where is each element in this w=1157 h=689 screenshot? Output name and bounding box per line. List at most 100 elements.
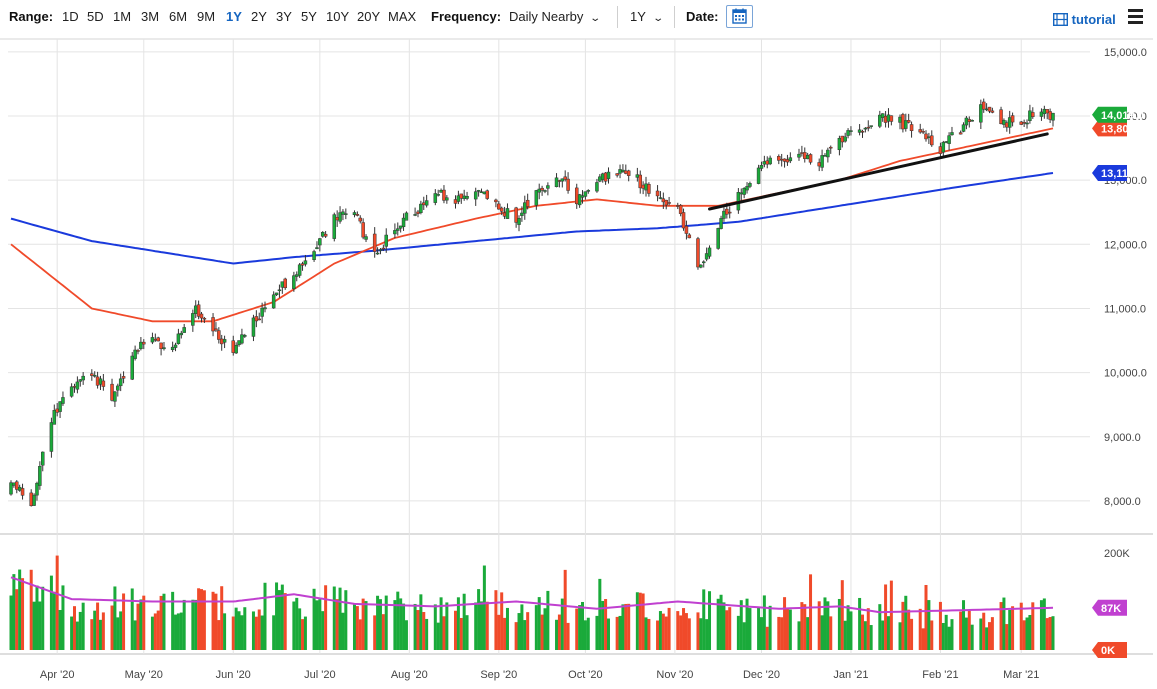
range-5y-button[interactable]: 5Y: [301, 9, 317, 24]
candle-body: [170, 346, 175, 351]
range-10y-button[interactable]: 10Y: [326, 9, 350, 24]
volume-bar: [130, 588, 134, 650]
volume-bar: [214, 593, 218, 650]
volume-bar: [58, 609, 62, 650]
candle-body: [277, 289, 282, 292]
candle-body: [320, 231, 325, 237]
candle-body: [217, 330, 221, 340]
candle-body: [727, 211, 732, 214]
volume-bar: [809, 574, 813, 650]
candle-body: [159, 342, 163, 350]
x-tick-label: Aug '20: [391, 669, 428, 681]
volume-bar: [566, 622, 570, 650]
volume-bar: [742, 622, 746, 650]
range-20y-button[interactable]: 20Y: [357, 9, 381, 24]
candle-body: [1010, 115, 1015, 123]
volume-bar: [826, 601, 830, 650]
volume-bar: [378, 599, 382, 650]
candle-body: [176, 333, 181, 344]
frequency-select[interactable]: Daily Nearby ⌄: [509, 9, 601, 27]
candle-body: [162, 347, 166, 350]
range-1d-button[interactable]: 1D: [62, 9, 79, 24]
volume-bar: [800, 602, 804, 650]
candle-body: [840, 135, 845, 143]
volume-bar: [75, 621, 79, 650]
volume-bar: [1039, 600, 1043, 650]
candle-body: [938, 146, 943, 154]
tutorial-link[interactable]: tutorial: [1053, 11, 1116, 27]
volume-bar: [321, 611, 325, 650]
volume-bar: [1028, 614, 1032, 650]
volume-bar: [817, 601, 821, 650]
range-9m-button[interactable]: 9M: [197, 9, 216, 24]
candle-body: [263, 307, 267, 310]
date-picker-button[interactable]: [726, 5, 753, 28]
volume-bar: [275, 582, 279, 650]
candle-body: [485, 190, 490, 199]
candle-body: [95, 376, 100, 386]
range-1m-button[interactable]: 1M: [113, 9, 132, 24]
volume-bar: [624, 603, 628, 650]
candle-body: [237, 340, 241, 346]
range-3m-button[interactable]: 3M: [141, 9, 160, 24]
candle-body: [618, 169, 622, 174]
volume-bar: [494, 590, 498, 650]
volume-bar: [32, 601, 36, 650]
volume-bar: [886, 616, 890, 650]
short-ma-line: [10, 127, 1054, 323]
volume-bar: [399, 598, 403, 650]
range-1y-button[interactable]: 1Y: [226, 9, 242, 24]
candle-body: [638, 174, 642, 189]
candle-body: [173, 344, 178, 348]
volume-bar: [901, 601, 905, 650]
candle-body: [979, 104, 983, 123]
candle-body: [139, 341, 143, 350]
period-select[interactable]: 1Y ⌄: [630, 9, 664, 27]
candle-body: [442, 189, 446, 201]
candle-body: [785, 159, 790, 163]
volume-bar: [257, 609, 261, 650]
candle-body: [742, 188, 746, 195]
candle-body: [35, 482, 39, 496]
candle-body: [647, 184, 651, 194]
menu-icon[interactable]: [1128, 9, 1143, 24]
volume-bar: [234, 607, 238, 650]
candle-body: [323, 233, 328, 237]
candle-body: [880, 113, 885, 118]
range-2y-button[interactable]: 2Y: [251, 9, 267, 24]
x-tick-label: May '20: [125, 669, 163, 681]
volume-bar: [543, 608, 547, 650]
candle-body: [1048, 111, 1052, 120]
candle-body: [332, 214, 337, 239]
range-max-button[interactable]: MAX: [388, 9, 417, 24]
volume-bar: [918, 608, 922, 650]
volume-bar: [49, 575, 53, 650]
candle-body: [404, 212, 409, 221]
range-6m-button[interactable]: 6M: [169, 9, 188, 24]
candle-body: [381, 247, 386, 250]
candle-body: [681, 212, 686, 229]
volume-zero-badge: 0K: [1092, 642, 1127, 658]
candle-body: [722, 210, 726, 219]
volume-bar: [615, 616, 619, 650]
candle-body: [635, 174, 640, 178]
candle-body: [563, 176, 567, 180]
candle-body: [20, 488, 25, 496]
volume-bar: [116, 617, 120, 650]
candle-body: [156, 337, 160, 342]
candle-body: [191, 313, 195, 326]
volume-bar: [517, 613, 521, 650]
volume-bar: [964, 617, 968, 650]
candle-body: [606, 171, 611, 179]
date-label: Date:: [686, 9, 719, 24]
volume-bar: [777, 616, 781, 650]
candle-body: [924, 133, 928, 140]
volume-bar: [970, 624, 974, 650]
volume-bar: [162, 593, 166, 650]
volume-zero-badge-text: 0K: [1101, 645, 1115, 657]
range-3y-button[interactable]: 3Y: [276, 9, 292, 24]
range-5d-button[interactable]: 5D: [87, 9, 104, 24]
volume-bar: [61, 585, 65, 650]
volume-bar: [344, 590, 348, 650]
volume-bar: [878, 604, 882, 650]
